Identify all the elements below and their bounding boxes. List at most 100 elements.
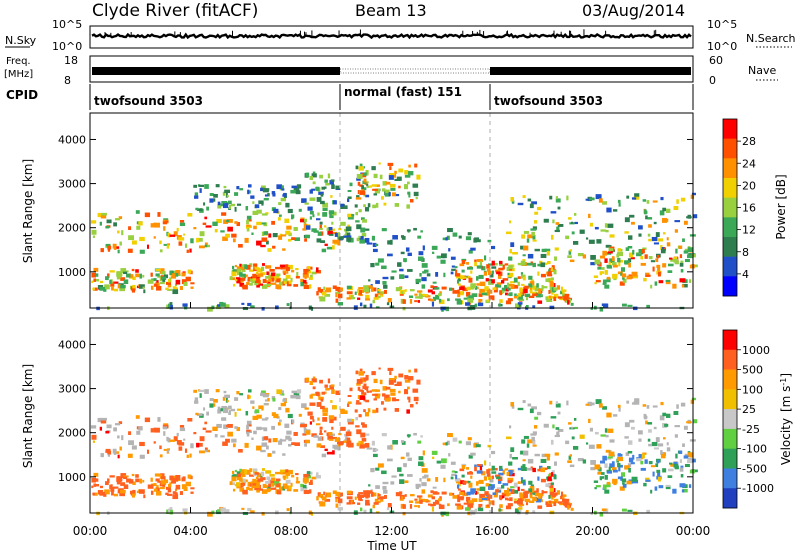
power-mark (599, 255, 606, 259)
power-mark (567, 300, 570, 305)
power-mark (476, 259, 483, 262)
power-mark (486, 264, 490, 269)
power-mark (394, 193, 400, 197)
velocity-mark (232, 443, 236, 448)
power-mark (190, 238, 194, 244)
velocity-mark (682, 489, 688, 493)
velocity-mark (373, 502, 379, 505)
velocity-mark (454, 471, 458, 474)
power-mark (486, 299, 490, 302)
velocity-mark (477, 507, 484, 512)
velocity-mark (370, 491, 374, 497)
power-mark (513, 277, 518, 283)
power-mark (370, 286, 374, 292)
velocity-mark (216, 510, 221, 515)
power-mark (376, 306, 380, 309)
x-tick-label: 04:00 (173, 524, 208, 538)
velocity-mark (509, 453, 512, 459)
velocity-mark (518, 509, 522, 512)
power-mark (100, 248, 104, 253)
velocity-mark (617, 456, 624, 462)
power-mark (679, 254, 683, 259)
power-mark (209, 198, 214, 203)
velocity-mark (684, 453, 688, 457)
power-mark (566, 195, 569, 201)
velocity-mark (261, 489, 268, 494)
velocity-mark (387, 367, 394, 371)
power-mark (601, 303, 607, 306)
velocity-mark (132, 481, 136, 486)
power-mark (346, 237, 352, 242)
power-mark (168, 303, 171, 309)
velocity-mark (408, 369, 411, 373)
velocity-mark (448, 492, 453, 496)
velocity-mark (319, 493, 324, 498)
velocity-mark (667, 475, 673, 478)
velocity-mark (548, 500, 552, 504)
velocity-mark (645, 420, 648, 425)
velocity-mark (488, 500, 495, 505)
velocity-mark (221, 406, 228, 409)
velocity-mark (548, 474, 551, 477)
velocity-mark (312, 386, 316, 390)
velocity-mark (549, 485, 554, 489)
velocity-mark (366, 490, 373, 494)
velocity-mark (618, 407, 621, 412)
power-mark (109, 279, 112, 284)
velocity-mark (461, 464, 466, 470)
velocity-mark (127, 453, 133, 458)
velocity-mark (254, 472, 259, 475)
velocity-mark (496, 476, 501, 480)
power-mark (269, 268, 275, 272)
velocity-mark (556, 490, 561, 495)
power-mark (331, 221, 334, 225)
velocity-mark (346, 496, 353, 500)
power-mark (224, 189, 231, 194)
power-mark (507, 293, 510, 296)
power-mark (300, 281, 305, 287)
power-mark (633, 196, 640, 200)
power-mark (627, 245, 633, 249)
power-mark (502, 278, 509, 281)
velocity-mark (617, 453, 621, 457)
power-mark (288, 280, 292, 285)
velocity-mark (626, 480, 632, 485)
velocity-mark (509, 477, 514, 482)
power-mark (476, 276, 479, 281)
power-mark (355, 220, 360, 223)
power-mark (160, 281, 165, 285)
power-mark (393, 173, 397, 178)
power-mark (400, 251, 405, 255)
power-mark (239, 282, 245, 287)
power-mark (163, 226, 166, 231)
velocity-mark (173, 436, 178, 442)
velocity-mark (221, 417, 227, 421)
power-mark (491, 270, 494, 274)
power-mark (371, 166, 376, 171)
power-mark (404, 170, 409, 175)
power-mark (554, 229, 560, 233)
velocity-mark (271, 425, 276, 430)
velocity-mark (528, 500, 535, 504)
power-mark (285, 264, 289, 268)
velocity-mark (531, 490, 537, 494)
power-mark (541, 285, 544, 290)
velocity-mark (204, 447, 208, 450)
velocity-colorbar-tick-label: 100 (742, 383, 763, 396)
power-mark (518, 298, 525, 302)
velocity-mark (100, 420, 107, 424)
power-mark (462, 288, 468, 292)
power-mark (320, 193, 324, 197)
power-mark (597, 266, 602, 270)
velocity-mark (441, 491, 447, 495)
power-mark (517, 294, 523, 300)
velocity-mark (304, 481, 307, 484)
power-mark (160, 268, 165, 273)
velocity-mark (263, 436, 269, 440)
power-mark (631, 197, 637, 200)
velocity-mark (276, 389, 283, 395)
velocity-mark (683, 455, 689, 459)
velocity-mark (168, 508, 171, 514)
power-mark (627, 304, 633, 307)
velocity-mark (330, 400, 333, 403)
